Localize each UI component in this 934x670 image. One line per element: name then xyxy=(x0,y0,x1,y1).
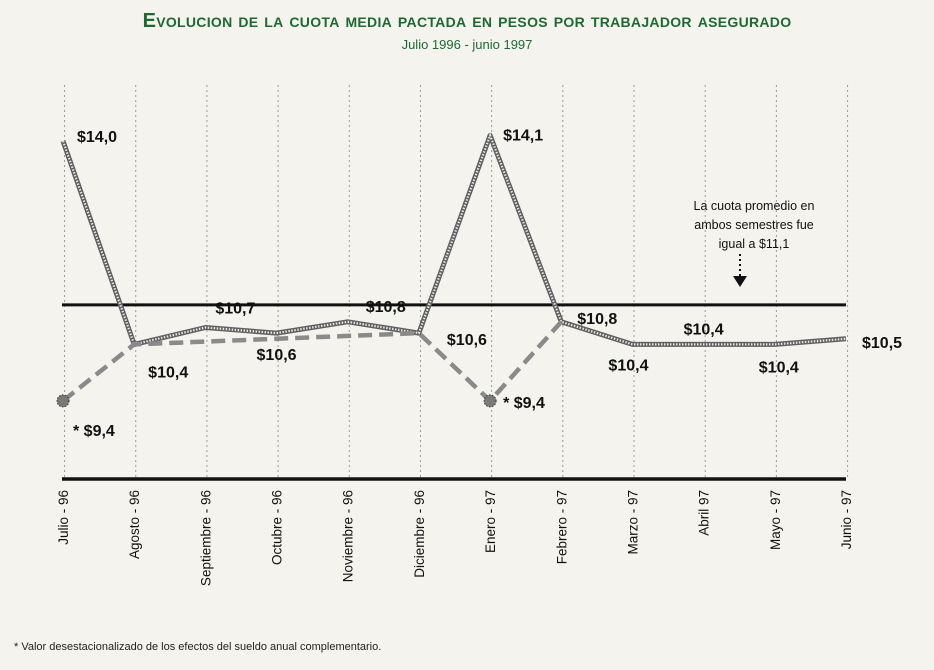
reference-annotation-line: ambos semestres fue xyxy=(694,218,814,232)
page-title: Evolucion de la cuota media pactada en p… xyxy=(142,10,792,32)
page-subtitle: Julio 1996 - junio 1997 xyxy=(401,37,533,52)
data-label: $10,4 xyxy=(148,364,188,381)
series-line-dashed xyxy=(61,320,563,405)
data-label: $10,8 xyxy=(577,311,617,328)
x-tick-label: Abril 97 xyxy=(697,490,712,536)
data-label: $10,5 xyxy=(862,335,902,352)
data-label: $14,1 xyxy=(503,127,543,144)
x-tick-label: Mayo - 97 xyxy=(768,490,783,550)
reference-annotation: La cuota promedio en ambos semestres fue i… xyxy=(694,199,815,287)
x-tick-label: Junio - 97 xyxy=(839,490,854,549)
x-tick-label: Diciembre - 96 xyxy=(412,490,427,578)
data-label: * $9,4 xyxy=(73,423,115,440)
reference-annotation-line: La cuota promedio en xyxy=(694,199,815,213)
x-tick-label: Febrero - 97 xyxy=(554,490,569,564)
x-tick-label: Septiembre - 96 xyxy=(198,490,213,586)
data-label: $10,4 xyxy=(608,357,648,374)
data-label: * $9,4 xyxy=(503,395,545,412)
annotation-arrow-head xyxy=(733,276,747,287)
x-tick-label: Octubre - 96 xyxy=(270,490,285,565)
x-tick-labels: Julio - 96 Agosto - 96 Septiembre - 96 Octu… xyxy=(56,490,854,586)
point-marker xyxy=(56,394,70,408)
point-marker xyxy=(483,394,497,408)
x-tick-label: Enero - 97 xyxy=(483,490,498,553)
data-label: $10,4 xyxy=(759,359,799,376)
data-labels: $14,0 $10,4 $10,7 $10,6 $10,8 $10,6 $14,1 $10,8… xyxy=(73,127,902,440)
x-tick-label: Marzo - 97 xyxy=(625,490,640,555)
series-lines xyxy=(56,132,847,408)
series-line-dotted-texture xyxy=(61,132,847,346)
data-label: $14,0 xyxy=(77,129,117,146)
data-label: $10,4 xyxy=(684,321,724,338)
vertical-gridlines xyxy=(64,85,849,478)
x-tick-label: Agosto - 96 xyxy=(127,490,142,559)
reference-annotation-line: igual a $11,1 xyxy=(719,237,790,251)
footnote: * Valor desestacionalizado de los efecto… xyxy=(14,641,382,653)
data-label: $10,6 xyxy=(257,347,297,364)
data-label: $10,7 xyxy=(215,300,255,317)
data-label: $10,8 xyxy=(366,299,406,316)
data-label: $10,6 xyxy=(447,332,487,349)
x-tick-label: Noviembre - 96 xyxy=(341,490,356,582)
x-tick-label: Julio - 96 xyxy=(56,490,71,545)
